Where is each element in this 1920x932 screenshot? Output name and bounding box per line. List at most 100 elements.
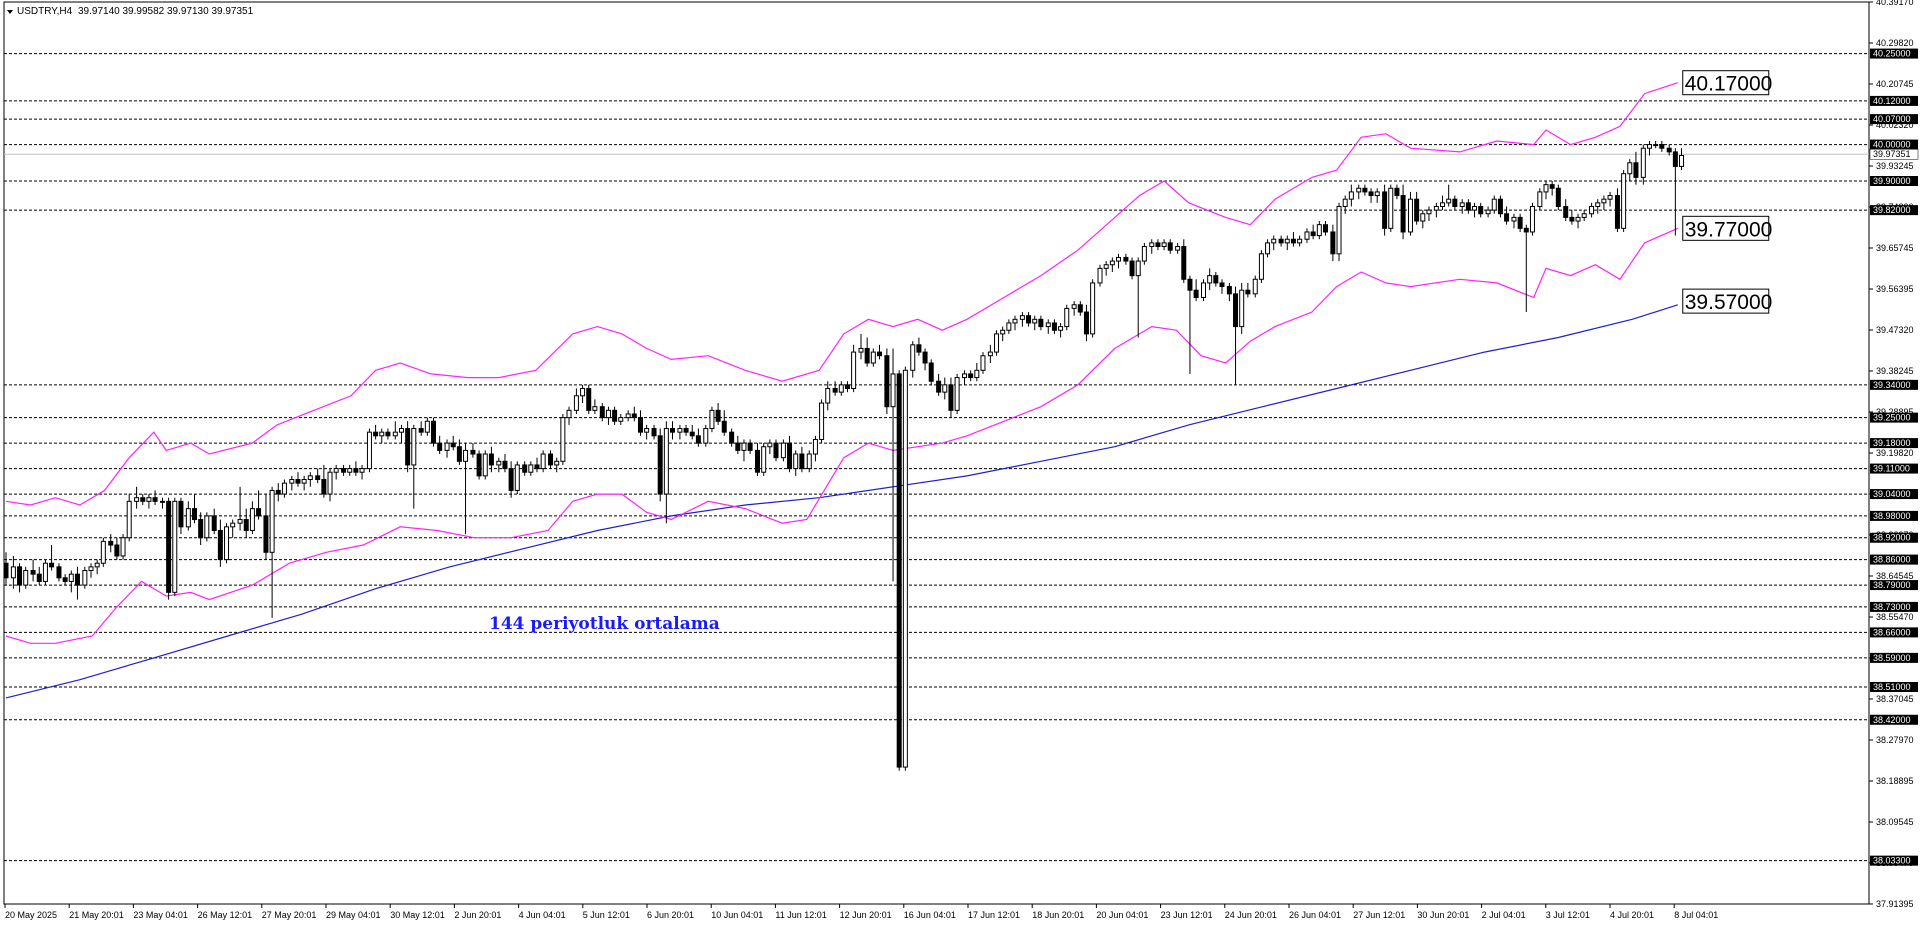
candle-bullish xyxy=(870,351,876,364)
candle-bearish xyxy=(341,468,347,473)
candle-bullish xyxy=(1175,246,1181,251)
candle-bearish xyxy=(295,479,301,484)
level-price-label: 38.86000 xyxy=(1873,555,1911,565)
candle-bullish xyxy=(1097,267,1103,284)
candle-bearish xyxy=(534,464,540,470)
candle-bearish xyxy=(1083,311,1089,335)
candle-bullish xyxy=(819,402,825,440)
candle-bullish xyxy=(890,373,896,408)
level-price-tag xyxy=(1870,554,1918,565)
x-axis-tick-label: 6 Jun 20:01 xyxy=(647,910,694,920)
x-axis-tick-label: 10 Jun 04:01 xyxy=(711,910,763,920)
level-price-label: 38.59000 xyxy=(1873,653,1911,663)
candle-bearish xyxy=(211,515,217,531)
candle-bullish xyxy=(411,428,417,466)
level-price-label: 39.25000 xyxy=(1873,413,1911,423)
level-price-label: 38.51000 xyxy=(1873,682,1911,692)
candle-bullish xyxy=(224,526,230,561)
candle-bullish xyxy=(1356,187,1362,193)
dropdown-arrow-icon[interactable] xyxy=(7,10,13,14)
candle-bullish xyxy=(703,428,709,444)
candle-bearish xyxy=(1563,205,1569,218)
candle-bullish xyxy=(851,351,857,389)
candle-bearish xyxy=(1523,227,1529,233)
candle-bullish xyxy=(1529,205,1535,233)
candle-bearish xyxy=(166,500,172,593)
candle-bullish xyxy=(398,428,404,433)
level-price-tag xyxy=(1870,95,1918,106)
price-callout-label: 40.17000 xyxy=(1685,73,1773,96)
candle-bearish xyxy=(1167,242,1173,251)
candle-bullish xyxy=(910,344,916,371)
candle-bullish xyxy=(1012,318,1018,324)
candle-bearish xyxy=(1394,187,1400,197)
candle-bearish xyxy=(695,435,701,444)
candle-bullish xyxy=(1426,209,1432,215)
x-axis-tick-label: 8 Jul 04:01 xyxy=(1674,910,1718,920)
candle-bearish xyxy=(1026,315,1032,324)
candle-bullish xyxy=(514,464,520,491)
candle-bullish xyxy=(677,428,683,433)
candle-bullish xyxy=(1032,318,1038,324)
candle-bearish xyxy=(431,420,437,444)
moving-average-annotation: 144 periyotluk ortalama xyxy=(489,614,720,634)
y-axis-tick-label: 40.02320 xyxy=(1876,120,1914,130)
candle-bearish xyxy=(1187,278,1193,291)
bollinger-lower-line xyxy=(5,227,1679,644)
candle-bearish xyxy=(773,442,779,459)
x-axis-tick-label: 26 May 12:01 xyxy=(198,910,253,920)
y-axis-tick-label: 38.18895 xyxy=(1876,776,1914,786)
candle-bullish xyxy=(100,540,106,564)
x-axis-tick-label: 4 Jul 20:01 xyxy=(1610,910,1654,920)
level-price-label: 38.79000 xyxy=(1873,580,1911,590)
candle-bearish xyxy=(437,442,443,451)
y-axis-tick-label: 39.19820 xyxy=(1876,448,1914,458)
candle-bullish xyxy=(954,377,960,411)
x-axis-tick-label: 27 May 20:01 xyxy=(262,910,317,920)
candle-bullish xyxy=(566,409,572,419)
candle-bearish xyxy=(755,449,761,473)
level-price-label: 40.12000 xyxy=(1873,96,1911,106)
candle-bullish xyxy=(1103,264,1109,269)
candle-bearish xyxy=(178,500,184,528)
candle-bearish xyxy=(1452,198,1458,207)
candle-bullish xyxy=(1459,202,1465,207)
candle-bearish xyxy=(787,442,793,470)
candle-bullish xyxy=(82,570,88,586)
candle-bullish xyxy=(1064,307,1070,328)
candle-bearish xyxy=(508,468,514,491)
candle-bearish xyxy=(476,453,482,477)
candle-bullish xyxy=(942,384,948,393)
level-price-tag xyxy=(1870,379,1918,390)
x-axis-tick-label: 16 Jun 04:01 xyxy=(904,910,956,920)
candle-bullish xyxy=(366,431,372,470)
level-price-tag xyxy=(1870,682,1918,693)
y-axis-tick-label: 39.93245 xyxy=(1876,161,1914,171)
candle-bullish xyxy=(1336,205,1342,255)
y-axis-tick-label: 38.37045 xyxy=(1876,694,1914,704)
candle-bearish xyxy=(586,387,592,411)
candle-bearish xyxy=(49,562,55,568)
candle-bullish xyxy=(496,460,502,466)
candle-bullish xyxy=(1575,216,1581,222)
x-axis-tick-label: 23 Jun 12:01 xyxy=(1161,910,1213,920)
candle-bearish xyxy=(1155,242,1161,248)
candle-bullish xyxy=(644,428,650,433)
x-axis-tick-label: 29 May 04:01 xyxy=(326,910,381,920)
candle-bearish xyxy=(1226,286,1232,295)
candle-bearish xyxy=(36,573,42,582)
price-callout-box xyxy=(1682,288,1770,314)
candle-bullish xyxy=(1581,213,1587,218)
candle-bearish xyxy=(1233,293,1239,328)
candle-bearish xyxy=(670,428,676,433)
candle-bullish xyxy=(204,515,210,539)
candle-bullish xyxy=(1265,242,1271,255)
candle-bearish xyxy=(1659,144,1665,149)
level-price-tag xyxy=(1870,175,1918,186)
price-callout-label: 39.77000 xyxy=(1685,218,1773,241)
candle-bearish xyxy=(62,577,68,582)
candle-bullish xyxy=(307,475,313,481)
candle-bearish xyxy=(864,347,870,364)
candle-bearish xyxy=(968,373,974,379)
